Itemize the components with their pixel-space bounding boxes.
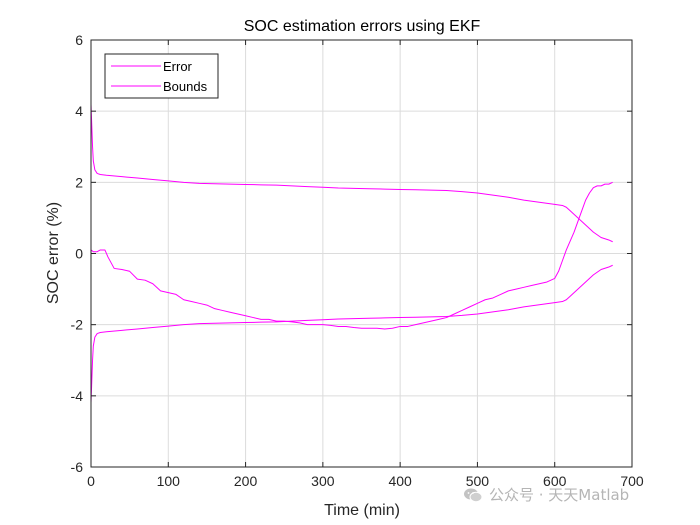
y-tick-label: 4 [75, 103, 83, 119]
series-layer [90, 104, 613, 403]
x-tick-label: 500 [466, 473, 490, 489]
x-tick-label: 200 [234, 473, 258, 489]
legend-box [104, 53, 219, 99]
watermark: 公众号 · 天天Matlab [463, 484, 629, 505]
y-tick-label: 0 [75, 246, 83, 262]
y-tick-label: -6 [71, 459, 84, 475]
y-axis-label: SOC error (%) [45, 202, 62, 304]
watermark-text: 公众号 · 天天Matlab [489, 486, 630, 504]
x-tick-label: 400 [388, 473, 412, 489]
y-tick-label: -2 [71, 317, 84, 333]
chart-title: SOC estimation errors using EKF [244, 18, 481, 35]
legend-entry-label: Bounds [163, 79, 208, 94]
y-tick-label: 6 [75, 32, 83, 48]
wechat-icon [464, 488, 483, 502]
bounds-lower-line [90, 264, 613, 403]
legend: Error Bounds [104, 53, 219, 99]
x-tick-label: 0 [87, 473, 95, 489]
x-tick-label: 700 [620, 473, 644, 489]
x-tick-label: 300 [311, 473, 335, 489]
error-series-line [90, 181, 613, 330]
x-tick-label: 600 [543, 473, 567, 489]
y-tick-label: -4 [71, 388, 84, 404]
x-tick-label: 100 [157, 473, 181, 489]
y-tick-label: 2 [75, 174, 83, 190]
legend-entry-label: Error [163, 59, 193, 74]
axis-ticks: 0 100 200 300 400 500 600 700 -6 -4 -2 0 2 4 6 [71, 32, 644, 489]
bounds-upper-line [90, 104, 613, 243]
x-axis-label: Time (min) [324, 502, 400, 519]
